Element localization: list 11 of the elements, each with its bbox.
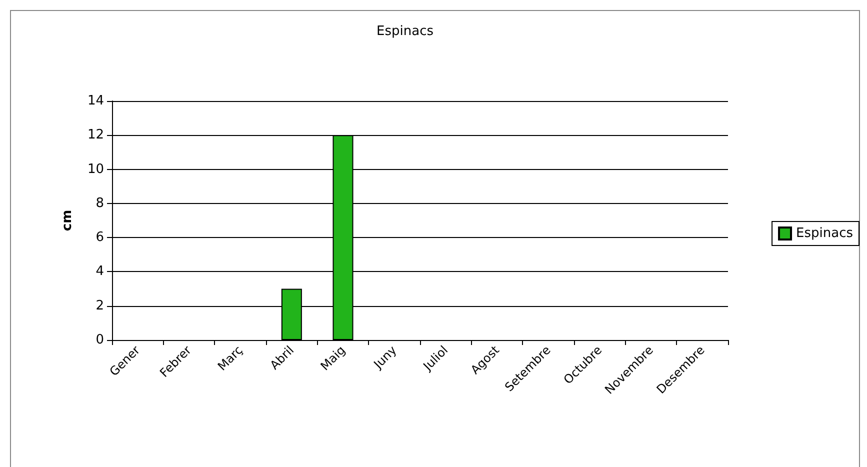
- chart-title: Espinacs: [376, 24, 434, 39]
- legend-label: Espinacs: [796, 226, 854, 241]
- y-axis-title: cm: [60, 210, 75, 232]
- y-tick-label: 0: [96, 332, 104, 348]
- y-tick-label: 8: [96, 196, 104, 211]
- y-tick-label: 10: [87, 162, 104, 177]
- y-tick-label: 2: [96, 298, 104, 314]
- y-tick-label: 12: [87, 128, 104, 143]
- y-tick-label: 6: [96, 230, 104, 246]
- y-tick-label: 14: [87, 94, 104, 108]
- y-tick-label: 4: [96, 264, 104, 280]
